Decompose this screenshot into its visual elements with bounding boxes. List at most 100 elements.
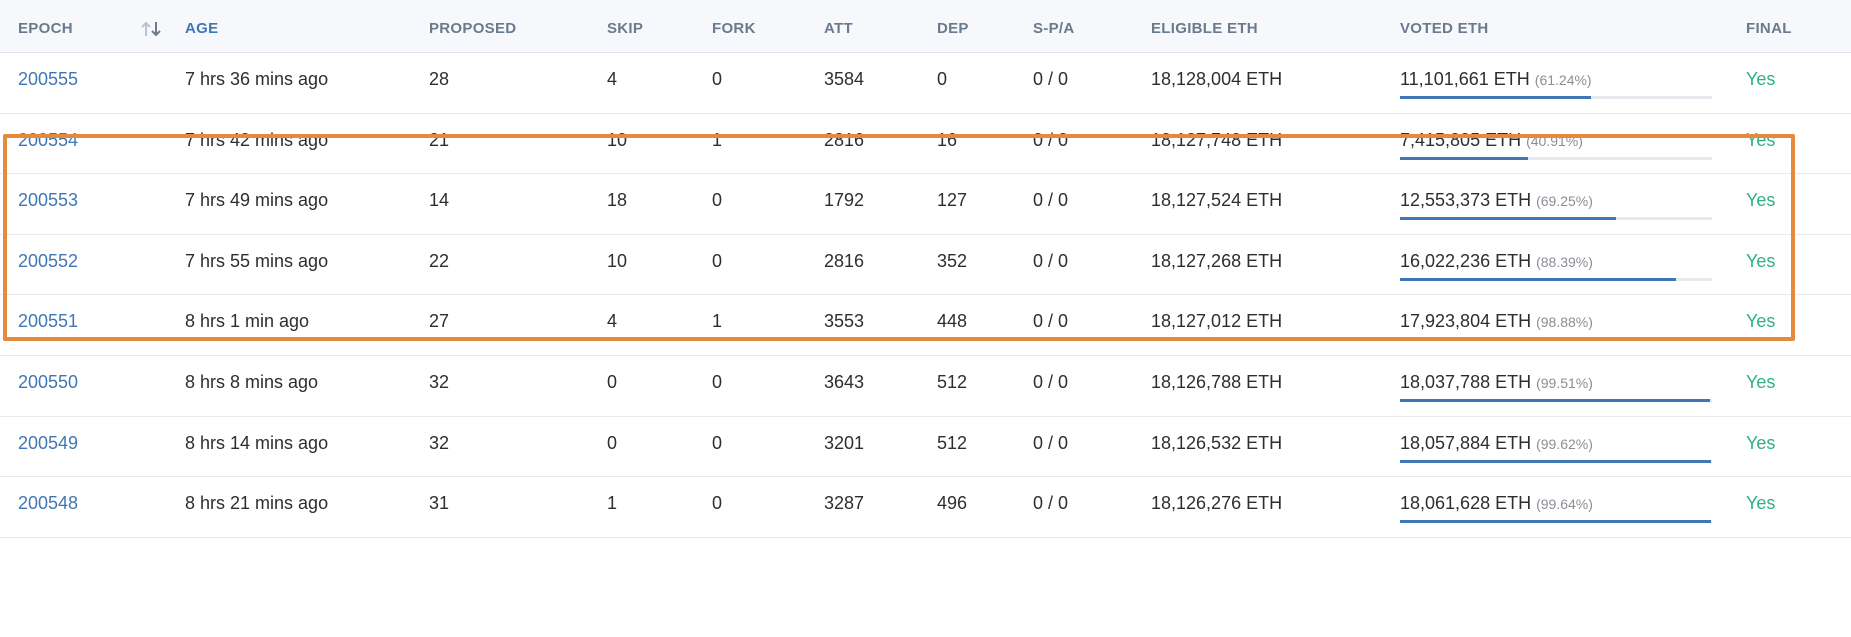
eligible-eth-cell: 18,127,012 ETH <box>1151 311 1283 332</box>
att-cell: 2816 <box>824 129 865 150</box>
voted-progress-track <box>1400 520 1712 524</box>
voted-eth-percent: (99.62%) <box>1536 435 1593 452</box>
fork-cell: 0 <box>712 190 723 211</box>
proposed-cell: 22 <box>429 250 450 271</box>
att-cell: 1792 <box>824 190 865 211</box>
voted-eth-cell: 16,022,236 ETH (88.39%) <box>1400 251 1593 272</box>
skip-cell: 4 <box>607 69 618 89</box>
table-row: 200550 8 hrs 8 mins ago 32 0 0 3643 512 … <box>0 355 1851 417</box>
voted-progress-fill <box>1400 338 1709 342</box>
voted-eth-cell: 18,057,884 ETH (99.62%) <box>1400 433 1593 454</box>
skip-cell: 10 <box>607 250 628 271</box>
epoch-link[interactable]: 200553 <box>18 190 79 211</box>
voted-eth-percent: (99.51%) <box>1536 375 1593 391</box>
voted-progress-track <box>1400 217 1712 221</box>
age-cell: 7 hrs 36 mins ago <box>185 69 329 89</box>
header-skip[interactable]: SKIP <box>607 20 644 37</box>
epoch-link[interactable]: 200548 <box>18 493 79 514</box>
voted-eth-cell: 7,415,805 ETH (40.91%) <box>1400 130 1583 151</box>
epoch-link[interactable]: 200551 <box>18 311 79 332</box>
voted-eth-percent: (61.24%) <box>1534 72 1592 88</box>
skip-cell: 1 <box>607 493 618 514</box>
epoch-link[interactable]: 200555 <box>18 69 79 89</box>
skip-cell: 0 <box>607 372 618 392</box>
sort-arrows-icon[interactable] <box>140 20 164 38</box>
fork-cell: 0 <box>712 493 723 514</box>
dep-cell: 496 <box>937 493 968 514</box>
voted-progress-track <box>1400 459 1712 463</box>
dep-cell: 512 <box>937 372 968 392</box>
final-cell: Yes <box>1746 311 1776 332</box>
fork-cell: 0 <box>712 69 723 89</box>
eligible-eth-cell: 18,127,268 ETH <box>1151 250 1283 271</box>
proposed-cell: 27 <box>429 311 450 332</box>
voted-progress-fill <box>1400 277 1676 281</box>
table-row: 200552 7 hrs 55 mins ago 22 10 0 2816 35… <box>0 234 1851 296</box>
header-voted-eth[interactable]: VOTED ETH <box>1400 20 1489 37</box>
table-row: 200548 8 hrs 21 mins ago 31 1 0 3287 496… <box>0 476 1851 538</box>
voted-progress-track <box>1400 156 1712 160</box>
dep-cell: 448 <box>937 311 968 332</box>
age-cell: 7 hrs 49 mins ago <box>185 190 329 211</box>
eligible-eth-cell: 18,126,276 ETH <box>1151 493 1283 514</box>
att-cell: 2816 <box>824 250 865 271</box>
eligible-eth-cell: 18,127,524 ETH <box>1151 190 1283 211</box>
age-cell: 8 hrs 8 mins ago <box>185 372 319 392</box>
dep-cell: 16 <box>937 129 958 150</box>
final-cell: Yes <box>1746 250 1776 271</box>
header-fork[interactable]: FORK <box>712 20 756 37</box>
header-eligible-eth[interactable]: ELIGIBLE ETH <box>1151 20 1258 37</box>
fork-cell: 0 <box>712 432 723 453</box>
epoch-link[interactable]: 200550 <box>18 372 79 392</box>
voted-eth-value: 17,923,804 ETH <box>1400 311 1532 332</box>
epoch-link[interactable]: 200549 <box>18 432 79 453</box>
age-cell: 7 hrs 42 mins ago <box>185 129 329 150</box>
voted-progress-fill <box>1400 156 1528 160</box>
header-final[interactable]: FINAL <box>1746 20 1792 37</box>
voted-progress-fill <box>1400 96 1592 99</box>
spa-cell: 0 / 0 <box>1033 190 1069 211</box>
fork-cell: 0 <box>712 372 723 392</box>
table-row: 200551 8 hrs 1 min ago 27 4 1 3553 448 0… <box>0 294 1851 356</box>
voted-progress-track <box>1400 338 1712 342</box>
header-epoch[interactable]: EPOCH <box>18 20 73 37</box>
proposed-cell: 31 <box>429 493 450 514</box>
voted-eth-cell: 18,061,628 ETH (99.64%) <box>1400 493 1593 514</box>
voted-progress-fill <box>1400 217 1617 221</box>
table-row: 200549 8 hrs 14 mins ago 32 0 0 3201 512… <box>0 416 1851 478</box>
eligible-eth-cell: 18,127,748 ETH <box>1151 129 1283 150</box>
header-age[interactable]: AGE <box>185 20 219 37</box>
voted-eth-cell: 11,101,661 ETH (61.24%) <box>1400 69 1592 90</box>
age-cell: 8 hrs 14 mins ago <box>185 432 329 453</box>
att-cell: 3553 <box>824 311 865 332</box>
att-cell: 3584 <box>824 69 865 89</box>
spa-cell: 0 / 0 <box>1033 432 1069 453</box>
spa-cell: 0 / 0 <box>1033 311 1069 332</box>
epoch-link[interactable]: 200552 <box>18 250 79 271</box>
voted-eth-percent: (99.64%) <box>1536 496 1593 513</box>
final-cell: Yes <box>1746 493 1776 514</box>
header-dep[interactable]: DEP <box>937 20 969 37</box>
voted-eth-value: 16,022,236 ETH <box>1400 250 1532 271</box>
proposed-cell: 21 <box>429 129 450 150</box>
final-cell: Yes <box>1746 190 1776 211</box>
final-cell: Yes <box>1746 372 1776 392</box>
voted-eth-percent: (69.25%) <box>1536 193 1593 210</box>
final-cell: Yes <box>1746 129 1776 150</box>
eligible-eth-cell: 18,128,004 ETH <box>1151 69 1283 89</box>
spa-cell: 0 / 0 <box>1033 129 1069 150</box>
epoch-link[interactable]: 200554 <box>18 129 79 150</box>
dep-cell: 352 <box>937 250 968 271</box>
header-att[interactable]: ATT <box>824 20 853 37</box>
fork-cell: 1 <box>712 311 723 332</box>
spa-cell: 0 / 0 <box>1033 493 1069 514</box>
table-row: 200555 7 hrs 36 mins ago 28 4 0 3584 0 0… <box>0 52 1851 114</box>
header-spa[interactable]: S-P/A <box>1033 20 1075 37</box>
proposed-cell: 32 <box>429 432 450 453</box>
proposed-cell: 32 <box>429 372 450 392</box>
dep-cell: 0 <box>937 69 948 89</box>
att-cell: 3287 <box>824 493 865 514</box>
voted-eth-cell: 17,923,804 ETH (98.88%) <box>1400 311 1593 332</box>
age-cell: 8 hrs 1 min ago <box>185 311 310 332</box>
header-proposed[interactable]: PROPOSED <box>429 20 517 37</box>
